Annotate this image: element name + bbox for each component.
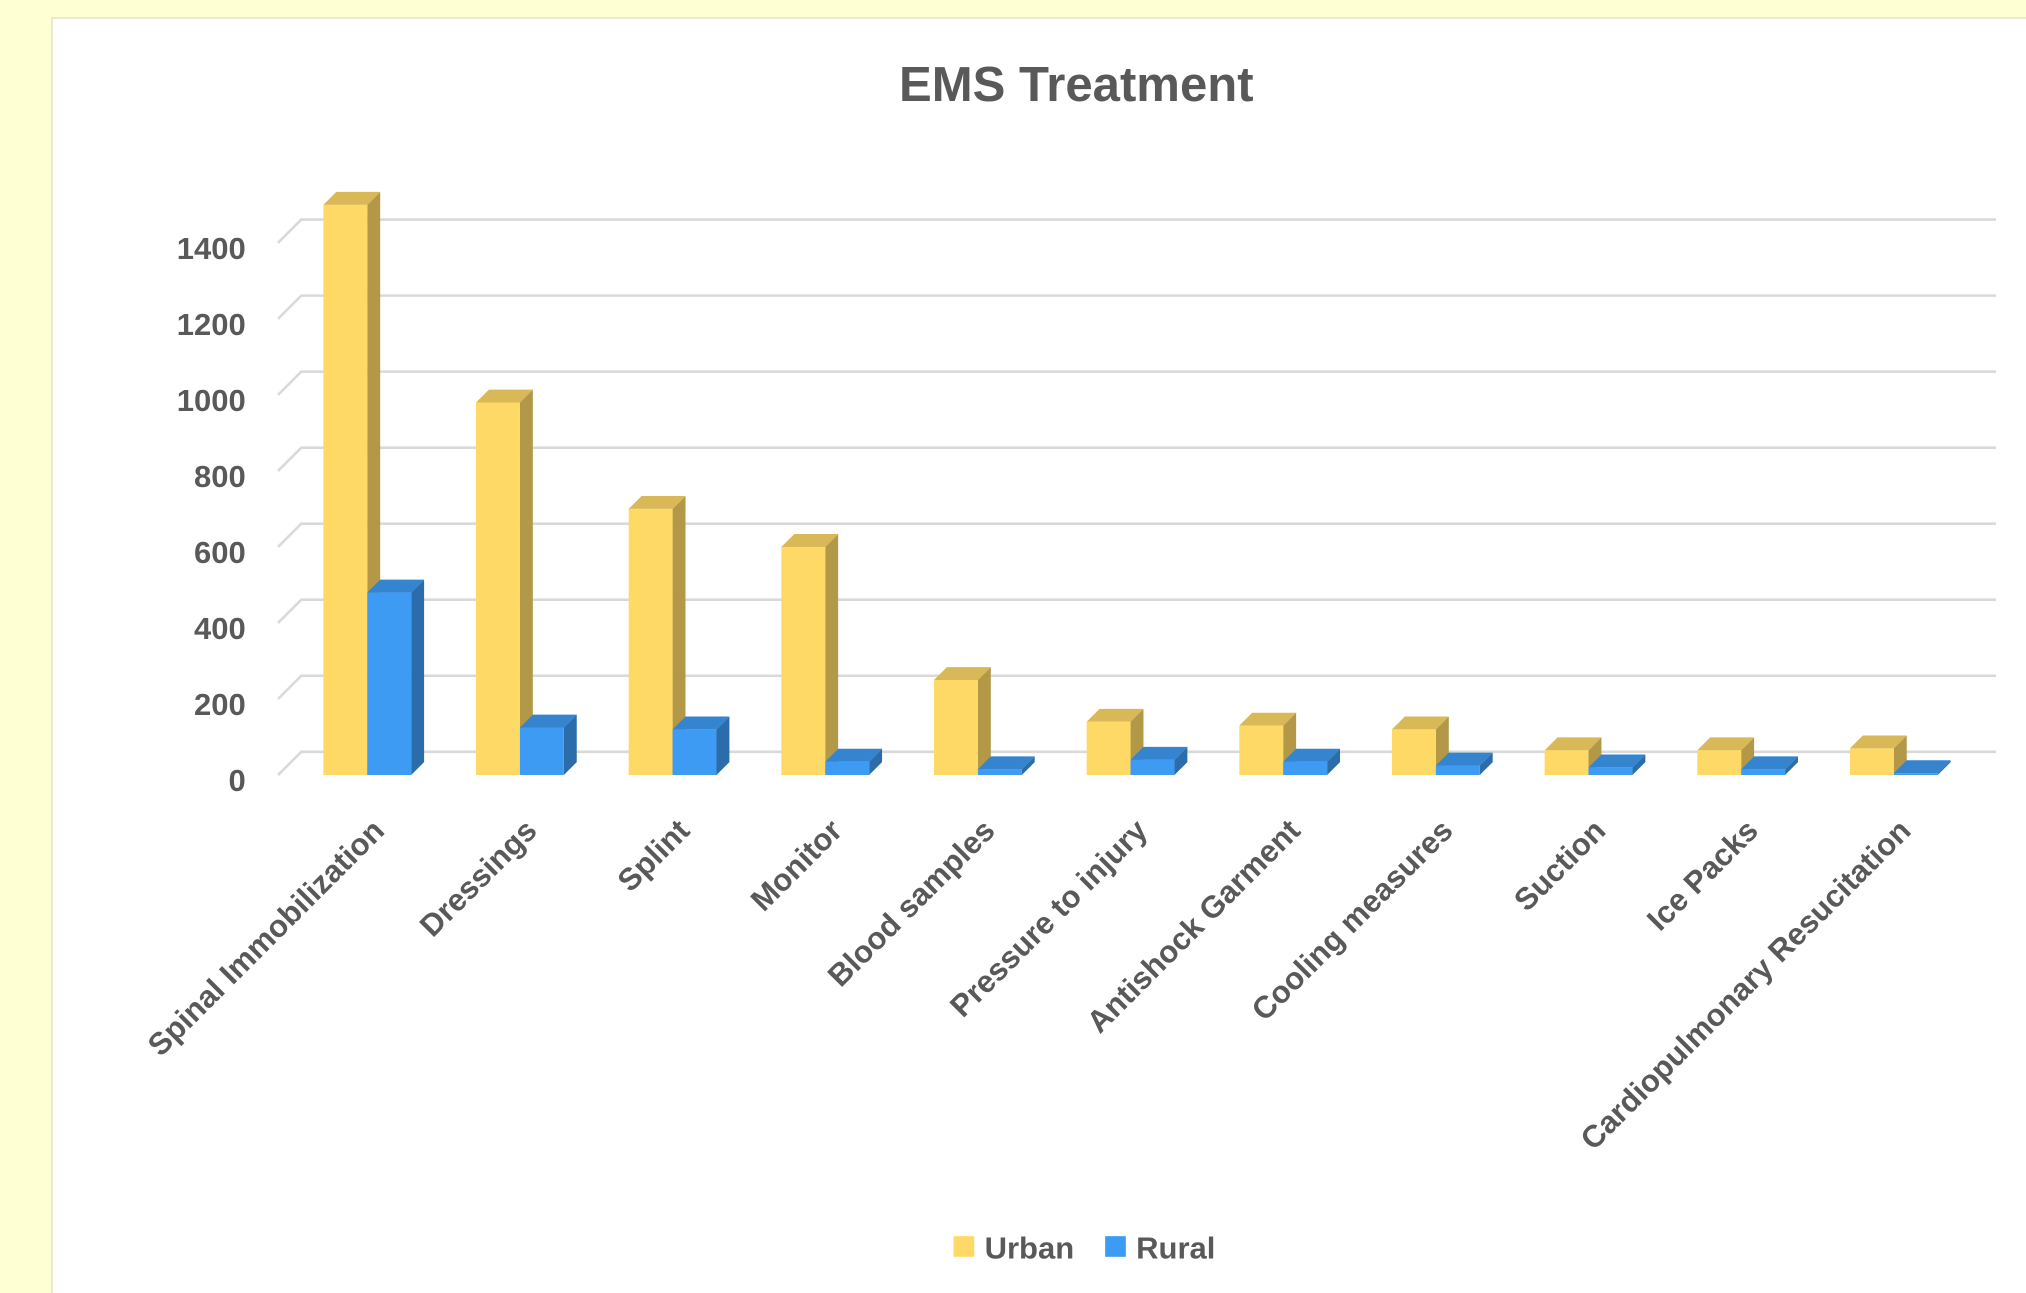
bar-top <box>628 496 686 509</box>
bar <box>628 508 673 776</box>
bar <box>1697 750 1742 776</box>
bar <box>1391 729 1436 776</box>
legend-swatch <box>1105 1236 1126 1257</box>
y-tick-label: 800 <box>194 459 246 494</box>
bar <box>1741 769 1786 776</box>
bar-top <box>933 667 991 680</box>
bar-top <box>781 534 839 547</box>
bar-side <box>1021 756 1035 776</box>
bar <box>1435 765 1480 776</box>
bar-side <box>1327 748 1341 776</box>
bar <box>1588 767 1633 776</box>
bar <box>1086 721 1131 776</box>
bar-top <box>672 716 730 730</box>
bar-top <box>323 191 381 205</box>
bar-side <box>1174 746 1188 776</box>
bar <box>825 761 870 776</box>
y-tick-label: 1200 <box>177 307 246 342</box>
bar-top <box>1435 752 1493 766</box>
bar-top <box>1283 748 1341 762</box>
bar-top <box>1086 708 1144 722</box>
grid-line <box>277 674 1996 700</box>
bar-top <box>825 748 883 762</box>
bar-side <box>672 496 686 776</box>
legend-label: Rural <box>1136 1231 1215 1266</box>
bar-side <box>563 714 577 776</box>
bar <box>672 729 717 776</box>
bar-side <box>716 716 730 776</box>
grid-line <box>277 370 1996 396</box>
bar <box>323 204 368 776</box>
grid-line <box>277 294 1996 320</box>
bar <box>781 546 826 776</box>
bar <box>1130 759 1175 776</box>
bar-side <box>1632 754 1646 776</box>
bar-top <box>476 389 533 403</box>
bar-side <box>519 389 533 776</box>
bar-top <box>1741 756 1799 770</box>
y-tick-label: 200 <box>194 687 246 722</box>
y-tick-label: 0 <box>228 763 245 798</box>
bar <box>1893 773 1938 776</box>
bar <box>977 769 1022 776</box>
bar <box>1544 750 1589 776</box>
bar <box>1849 748 1894 776</box>
bar <box>1239 725 1284 776</box>
bar-top <box>1697 737 1755 751</box>
bar-side <box>869 748 883 776</box>
bar-top <box>1391 716 1449 730</box>
bar-side <box>1741 737 1755 776</box>
bar-side <box>1937 760 1951 776</box>
y-tick-label: 400 <box>194 611 246 646</box>
legend-swatch <box>953 1236 975 1257</box>
legend-label: Urban <box>985 1231 1075 1266</box>
bar-top <box>1849 735 1907 749</box>
grid-line <box>277 522 1996 548</box>
bar <box>1283 761 1328 776</box>
bar-top <box>1239 712 1297 726</box>
bar <box>367 592 412 776</box>
bar-top <box>977 756 1035 770</box>
bar <box>933 679 978 776</box>
bar-top <box>1130 746 1188 760</box>
bar-top <box>1544 737 1602 751</box>
bar-side <box>1479 752 1493 776</box>
grid-line <box>277 218 1996 244</box>
grid-line <box>277 598 1996 624</box>
bar <box>476 402 520 776</box>
bar-top <box>367 579 425 593</box>
bar <box>519 727 564 776</box>
y-tick-label: 1400 <box>177 231 246 266</box>
bar-top <box>1588 754 1646 768</box>
grid-line <box>277 446 1996 472</box>
bar-side <box>825 534 839 776</box>
bar-side <box>1785 756 1799 776</box>
bar-top <box>519 714 577 728</box>
y-tick-label: 600 <box>194 535 246 570</box>
bar-side <box>411 579 425 776</box>
y-tick-label: 1000 <box>177 383 246 418</box>
bar-top <box>1893 760 1951 774</box>
chart-title: EMS Treatment <box>899 58 1254 112</box>
bar-side <box>977 667 991 776</box>
